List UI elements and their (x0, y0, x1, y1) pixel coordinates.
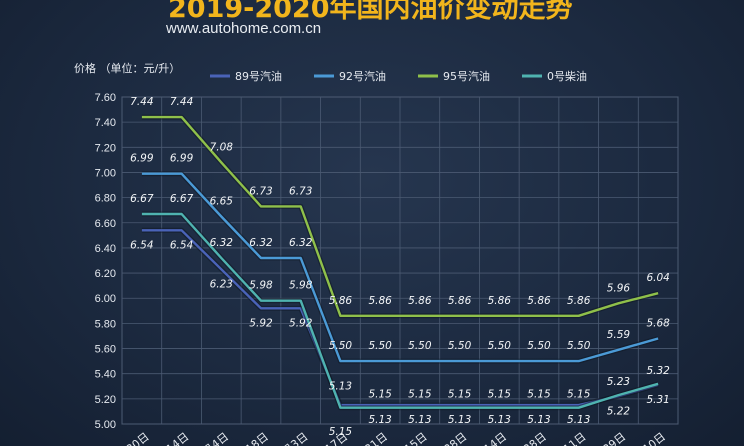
data-label: 6.73 (289, 185, 312, 197)
y-tick-label: 6.40 (95, 243, 116, 255)
legend-label: 95号汽油 (443, 69, 490, 83)
data-label: 6.32 (249, 237, 273, 249)
x-tick-label: 月31日 (354, 430, 390, 446)
data-label: 5.86 (488, 295, 512, 307)
data-label: 5.15 (329, 426, 353, 438)
y-tick-label: 7.20 (95, 142, 116, 154)
data-label: 5.50 (408, 340, 432, 352)
data-label: 6.32 (289, 237, 313, 249)
series-line (141, 212, 659, 409)
data-label: 5.13 (448, 414, 471, 426)
y-tick-label: 5.40 (95, 369, 116, 381)
data-label: 5.15 (448, 389, 472, 401)
legend: 89号汽油 92号汽油 95号汽油 0号柴油 (210, 69, 587, 83)
data-label: 5.32 (646, 365, 670, 377)
data-label: 6.67 (130, 193, 154, 205)
data-label: 6.54 (130, 239, 153, 251)
data-label: 6.32 (210, 237, 234, 249)
y-tick-label: 5.60 (95, 344, 116, 356)
y-tick-label: 5.00 (95, 419, 116, 431)
data-label: 5.50 (567, 340, 591, 352)
y-tick-label: 7.40 (95, 117, 116, 129)
series-lines (141, 114, 659, 411)
data-label: 6.04 (646, 272, 669, 284)
data-label: 5.59 (607, 329, 631, 341)
data-label: 5.13 (567, 414, 590, 426)
data-label: 5.50 (488, 340, 512, 352)
series-line (141, 115, 659, 317)
x-tick-label: 月18日 (234, 430, 270, 446)
data-label: 6.99 (130, 153, 154, 165)
data-label: 5.96 (607, 282, 631, 294)
x-tick-label: 月3日 (280, 430, 311, 446)
series-line (141, 229, 659, 407)
data-label: 7.44 (130, 96, 153, 108)
x-tick-label: 月10日 (632, 430, 668, 446)
data-label: 5.13 (527, 414, 550, 426)
data-label: 5.86 (329, 295, 353, 307)
x-tick-label: 月4日 (200, 430, 231, 446)
grid-lines (121, 96, 679, 425)
data-label: 5.86 (408, 295, 432, 307)
y-tick-label: 6.80 (95, 193, 116, 205)
data-label: 6.65 (210, 195, 234, 207)
legend-label: 0号柴油 (547, 69, 587, 83)
data-label: 5.22 (607, 405, 631, 417)
data-label: 5.15 (368, 389, 392, 401)
series-line (141, 172, 659, 363)
y-tick-label: 6.60 (95, 218, 116, 230)
data-label: 5.50 (527, 340, 551, 352)
data-label: 5.13 (368, 414, 391, 426)
data-label: 5.50 (329, 340, 353, 352)
data-label: 6.23 (210, 278, 233, 290)
data-label: 5.68 (646, 317, 670, 329)
data-label: 5.13 (329, 381, 352, 393)
data-label: 5.13 (408, 414, 431, 426)
legend-label: 92号汽油 (339, 69, 386, 83)
y-tick-label: 6.00 (95, 293, 116, 305)
data-label: 5.15 (567, 389, 591, 401)
data-label: 6.73 (249, 185, 272, 197)
y-tick-label: 5.80 (95, 318, 116, 330)
x-tick-label: 月11日 (552, 430, 588, 446)
x-tick-label: 月15日 (393, 430, 429, 446)
data-label: 5.86 (448, 295, 472, 307)
data-label: 7.08 (210, 141, 234, 153)
data-label: 5.13 (488, 414, 511, 426)
data-label: 6.99 (170, 153, 194, 165)
x-tick-label: 月29日 (592, 430, 628, 446)
data-label: 6.54 (170, 239, 193, 251)
data-label: 5.92 (249, 317, 273, 329)
y-tick-label: 5.20 (95, 394, 116, 406)
data-label: 5.50 (368, 340, 392, 352)
data-label: 5.15 (527, 389, 551, 401)
data-label: 5.23 (607, 376, 630, 388)
data-label: 5.15 (488, 389, 512, 401)
y-tick-label: 7.00 (95, 167, 116, 179)
y-tick-label: 7.60 (95, 92, 116, 104)
x-tick-label: 月14日 (473, 430, 509, 446)
data-label: 5.15 (408, 389, 432, 401)
legend-label: 89号汽油 (235, 69, 282, 83)
data-label: 5.86 (368, 295, 392, 307)
data-label: 5.86 (527, 295, 551, 307)
data-label: 7.44 (170, 96, 193, 108)
y-axis-label: 价格 （单位：元/升） (74, 62, 181, 75)
x-tick-label: 月28日 (433, 430, 469, 446)
data-label: 5.86 (567, 295, 591, 307)
x-tick-label: 月14日 (155, 430, 191, 446)
data-labels: 6.54 6.54 6.23 5.92 5.92 5.15 5.13 5.13 5.13 5.13… (130, 96, 670, 438)
data-label: 5.31 (646, 394, 669, 406)
x-tick-label: 月28日 (512, 430, 548, 446)
data-label: 5.98 (289, 280, 313, 292)
data-label: 5.50 (448, 340, 472, 352)
chart-title: 2019-2020年国内油价变动走势 (168, 0, 573, 24)
y-tick-label: 6.20 (95, 268, 116, 280)
x-tick-label: 月30日 (115, 430, 151, 446)
data-label: 5.92 (289, 317, 313, 329)
source-url: www.autohome.com.cn (166, 20, 322, 37)
data-label: 5.98 (249, 280, 273, 292)
data-label: 6.67 (170, 193, 194, 205)
